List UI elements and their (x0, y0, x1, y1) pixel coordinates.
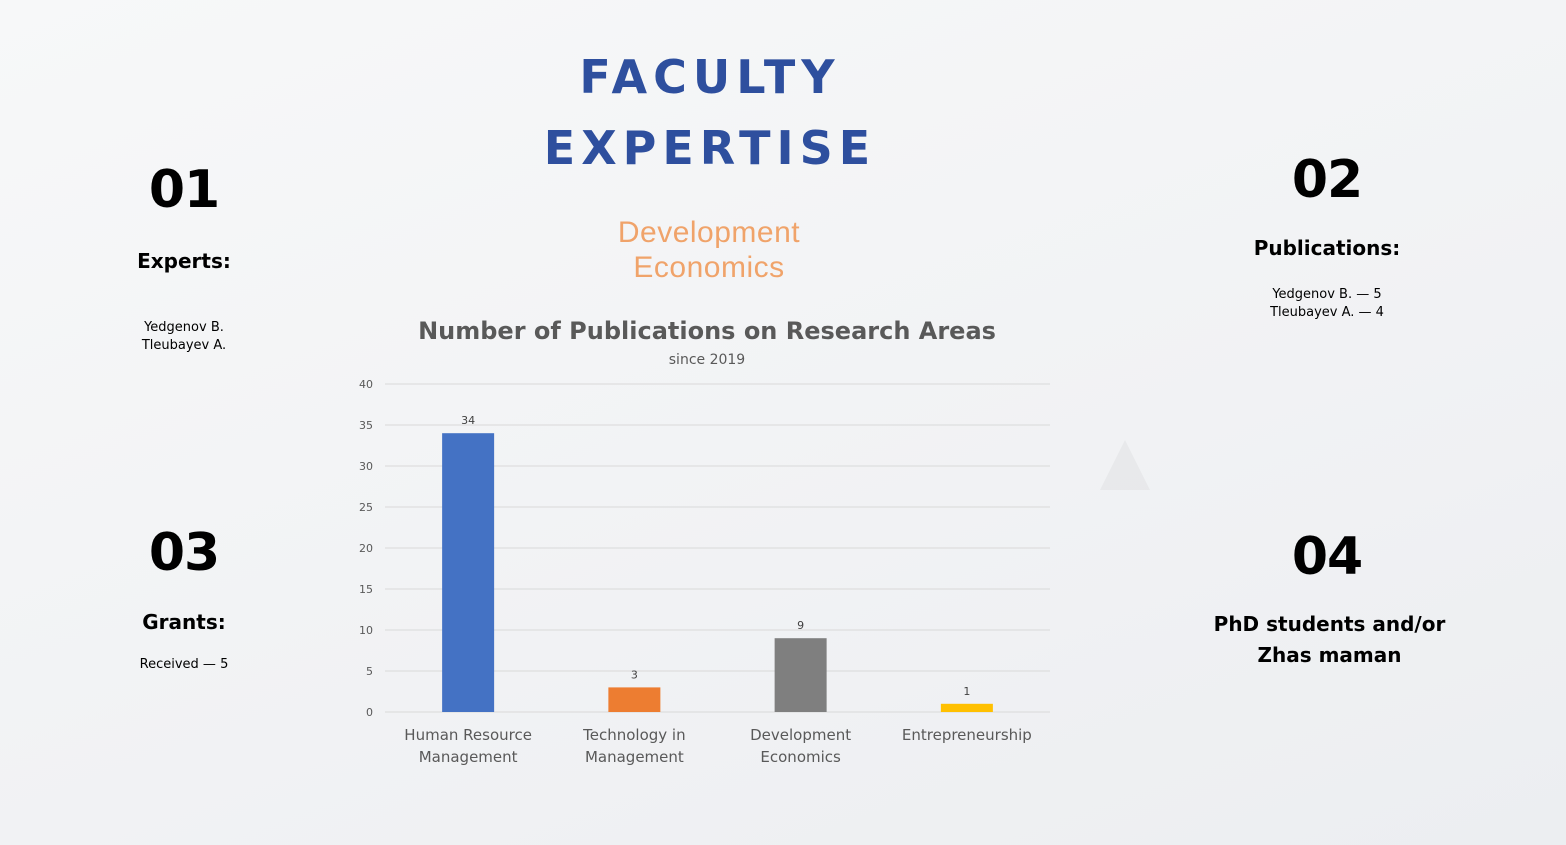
y-tick-label: 20 (359, 542, 373, 555)
x-tick-label: Development (750, 726, 851, 744)
bar (940, 703, 993, 712)
bar (608, 687, 661, 712)
chart-title: Number of Publications on Research Areas (418, 317, 996, 345)
y-tick-label: 5 (366, 665, 373, 678)
x-tick-label: Management (419, 748, 518, 766)
section-03-label: Grants: (142, 610, 226, 634)
y-tick-label: 0 (366, 706, 373, 719)
expert-name: Tleubayev A. (141, 338, 227, 353)
section-02-details: Yedgenov B. — 5 Tleubayev A. — 4 (1177, 286, 1477, 322)
section-02-label: Publications: (1253, 236, 1401, 260)
y-tick-label: 10 (359, 624, 373, 637)
bar (442, 433, 495, 712)
chart-bars (442, 433, 993, 712)
subtitle-line-1: Development (617, 216, 801, 249)
publications-bar-chart: Number of Publications on Research Areas… (359, 317, 1050, 766)
section-03-number: 03 (148, 523, 220, 583)
data-label: 1 (963, 685, 970, 698)
y-tick-label: 40 (359, 378, 373, 391)
section-02-number: 02 (1291, 150, 1363, 210)
chart-y-axis: 0 5 10 15 20 25 30 35 40 (359, 378, 373, 719)
data-label: 34 (461, 414, 475, 427)
chart-gridlines (385, 383, 1050, 713)
subtitle-line-2: Economics (633, 251, 785, 284)
y-tick-label: 35 (359, 419, 373, 432)
section-01-details: Yedgenov B. Tleubayev A. (34, 319, 334, 355)
section-01-label: Experts: (137, 249, 231, 273)
x-tick-label: Technology in (582, 726, 685, 744)
watermark-logo-icon (1100, 440, 1150, 490)
section-03-details: Received — 5 (34, 656, 334, 674)
chart-data-labels: 34 3 9 1 (461, 414, 970, 698)
chart-x-axis: Human Resource Management Technology in Man… (404, 726, 1032, 766)
y-tick-label: 25 (359, 501, 373, 514)
publication-count: Yedgenov B. — 5 (1272, 287, 1382, 302)
x-tick-label: Management (585, 748, 684, 766)
title-line-1: FACULTY (579, 50, 841, 104)
expert-name: Yedgenov B. (144, 320, 224, 335)
y-tick-label: 30 (359, 460, 373, 473)
title-line-2: EXPERTISE (543, 121, 877, 175)
data-label: 3 (631, 668, 638, 681)
data-label: 9 (797, 619, 804, 632)
x-tick-label: Entrepreneurship (902, 726, 1032, 744)
section-04-label-line: PhD students and/or (1213, 612, 1446, 636)
bar (774, 638, 827, 712)
section-04-label-line: Zhas maman (1257, 643, 1402, 667)
section-04-label: PhD students and/or Zhas maman (1177, 609, 1482, 671)
y-tick-label: 15 (359, 583, 373, 596)
publication-count: Tleubayev A. — 4 (1270, 305, 1384, 320)
chart-subtitle: since 2019 (669, 352, 745, 368)
section-01-number: 01 (148, 160, 220, 220)
grants-received: Received — 5 (139, 657, 229, 672)
x-tick-label: Economics (760, 748, 841, 766)
section-04-number: 04 (1291, 527, 1363, 587)
x-tick-label: Human Resource (404, 726, 532, 744)
